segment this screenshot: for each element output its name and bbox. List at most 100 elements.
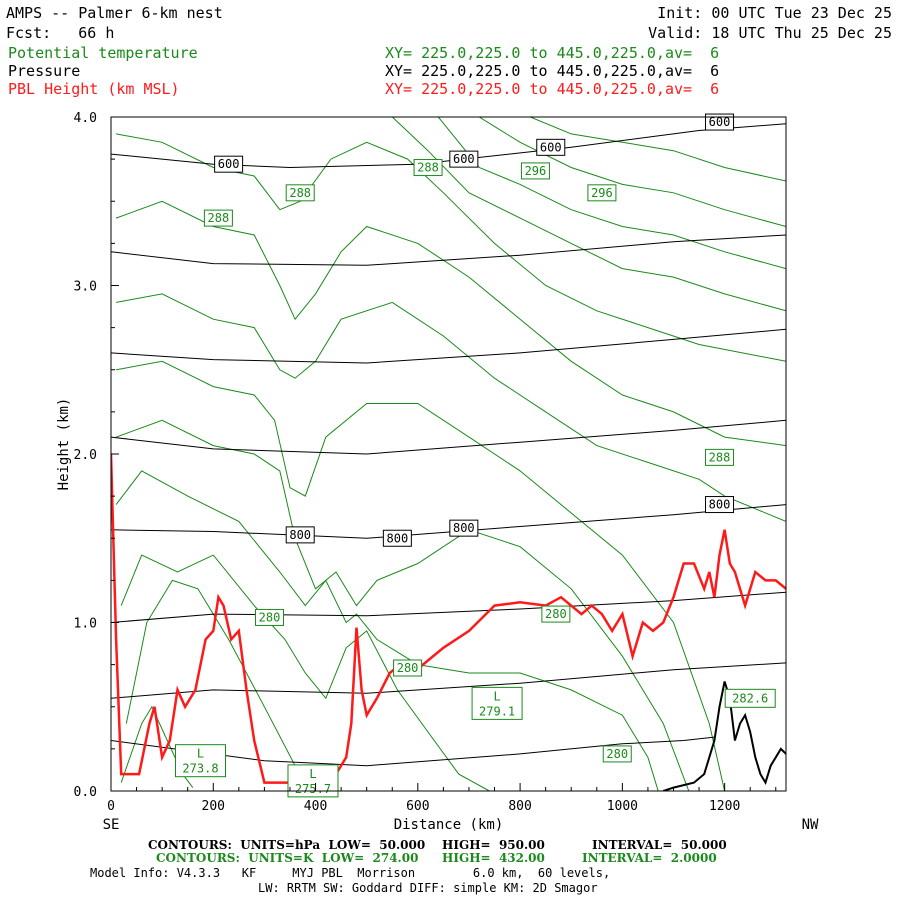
- y-tick-label: 3.0: [74, 280, 97, 295]
- footer-hpa-high: HIGH= 950.00: [442, 838, 545, 852]
- contour-label: 800: [453, 521, 475, 535]
- contour-label: 296: [525, 164, 547, 178]
- theta-contour-296: [478, 117, 786, 227]
- contour-label: 600: [218, 157, 240, 171]
- x-axis-left-end: SE: [103, 817, 120, 833]
- y-tick-label: 0.0: [74, 785, 97, 800]
- contour-label-box: [536, 138, 566, 156]
- theta-contour-286: [116, 293, 786, 522]
- footer-hpa-contours: CONTOURS: UNITS=hPa LOW= 50.000: [148, 838, 426, 852]
- extremum-label-box: [174, 744, 226, 778]
- footer-model-info-2: LW: RRTM SW: Goddard DIFF: simple KM: 2D…: [258, 881, 598, 895]
- contour-label-box: [449, 519, 479, 537]
- extremum-letter: L: [493, 689, 500, 703]
- contour-label: 280: [259, 610, 281, 624]
- y-tick-label: 2.0: [74, 448, 97, 463]
- contour-label-box: [203, 209, 233, 227]
- contour-label: 288: [709, 450, 731, 464]
- field-xy-pressure: XY= 225.0,225.0 to 445.0,225.0,av= 6: [385, 62, 720, 80]
- pbl-height-line: [111, 453, 786, 784]
- contour-label-box: [393, 659, 423, 677]
- contour-label-box: [285, 526, 315, 544]
- theta-contour-294: [437, 117, 786, 270]
- contour-label-box: [705, 496, 735, 514]
- field-label-pbl: PBL Height (km MSL): [8, 80, 180, 98]
- contour-label: 280: [397, 661, 419, 675]
- x-tick-label: 0: [107, 799, 115, 814]
- contour-label-box: [255, 608, 285, 626]
- x-tick-label: 1200: [709, 799, 740, 814]
- axes: 0 200 400 600 800 1000 1200 0.0 1.0 2.0 3.0 4.0 Dist…: [56, 111, 819, 833]
- contour-label: 288: [289, 186, 311, 200]
- theta-contour-284: [116, 360, 726, 791]
- x-tick-label: 400: [304, 799, 327, 814]
- contour-label-box: [541, 605, 571, 623]
- contour-label-box: [413, 159, 443, 177]
- field-xy-theta: XY= 225.0,225.0 to 445.0,225.0,av= 6: [385, 44, 720, 62]
- pressure-contour-900: [111, 662, 786, 699]
- extremum-label-box: [287, 764, 339, 798]
- footer-k-high: HIGH= 432.00: [442, 851, 545, 865]
- extremum-value: 273.8: [182, 762, 218, 776]
- extremum-value: 275.7: [295, 782, 331, 796]
- theta-contour-282: [115, 419, 690, 791]
- theta-contour-298: [530, 117, 786, 182]
- terrain: [662, 681, 786, 791]
- contour-label: 600: [540, 140, 562, 154]
- pressure-contour-950: [111, 736, 715, 767]
- y-axis-title: Height (km): [56, 398, 72, 491]
- pressure-contour-850: [111, 591, 786, 623]
- theta-contour-278: [120, 554, 490, 791]
- init-time: Init: 00 UTC Tue 23 Dec 25: [657, 4, 892, 22]
- extremum-value: 279.1: [479, 704, 515, 718]
- forecast-hour: Fcst: 66 h: [6, 24, 115, 42]
- contour-labels: 600 600 600 600 800 800 800 800 288 288 288 296 296 2…: [174, 113, 776, 798]
- contour-label-box: [382, 529, 412, 547]
- field-xy-pbl: XY= 225.0,225.0 to 445.0,225.0,av= 6: [385, 80, 720, 98]
- pressure-contour-700: [111, 328, 786, 364]
- contour-label-box: [520, 162, 550, 180]
- contour-label: 288: [208, 211, 230, 225]
- contour-label-box: [285, 184, 315, 202]
- extremum-label-box: [724, 688, 776, 708]
- contour-label-box: [705, 448, 735, 466]
- field-label-pressure: Pressure: [8, 62, 81, 80]
- pressure-contours: [111, 123, 786, 767]
- contour-label: 280: [545, 607, 567, 621]
- contour-label: 296: [591, 186, 613, 200]
- theta-contour-280: [115, 470, 659, 791]
- contour-label: 800: [387, 531, 409, 545]
- plot-title: AMPS -- Palmer 6-km nest: [6, 4, 223, 22]
- contour-label: 280: [606, 747, 628, 761]
- x-axis-right-end: NW: [802, 817, 819, 833]
- y-tick-label: 1.0: [74, 617, 97, 632]
- theta-contour-292: [391, 117, 786, 312]
- contour-label-box: [587, 184, 617, 202]
- footer-k-contours: CONTOURS: UNITS=K LOW= 274.00: [156, 851, 419, 865]
- footer-hpa-interval: INTERVAL= 50.000: [592, 838, 727, 852]
- x-axis-title: Distance (km): [394, 817, 504, 833]
- contour-label: 800: [709, 498, 731, 512]
- pressure-contour-650: [111, 234, 786, 266]
- x-tick-label: 1000: [607, 799, 638, 814]
- contour-label: 600: [709, 115, 731, 129]
- theta-contour-288: [115, 200, 786, 447]
- contour-label-box: [705, 113, 735, 131]
- contour-label: 600: [453, 152, 475, 166]
- pressure-contour-750: [111, 419, 786, 455]
- pbl-height-series: [111, 453, 786, 784]
- contour-label: 800: [289, 528, 311, 542]
- x-tick-label: 600: [406, 799, 429, 814]
- x-tick-label: 200: [202, 799, 225, 814]
- field-label-theta: Potential temperature: [8, 44, 198, 62]
- extremum-letter: L: [197, 747, 204, 761]
- extremum-letter: L: [309, 767, 316, 781]
- footer-model-info: Model Info: V4.3.3 KF MYJ PBL Morrison 6…: [90, 866, 611, 880]
- terrain-line: [662, 681, 786, 791]
- valid-time: Valid: 18 UTC Thu 25 Dec 25: [648, 24, 892, 42]
- pressure-contour-800: [111, 504, 786, 539]
- contour-label-box: [214, 155, 244, 173]
- extremum-value: 282.6: [732, 691, 768, 705]
- contour-label-box: [602, 745, 632, 763]
